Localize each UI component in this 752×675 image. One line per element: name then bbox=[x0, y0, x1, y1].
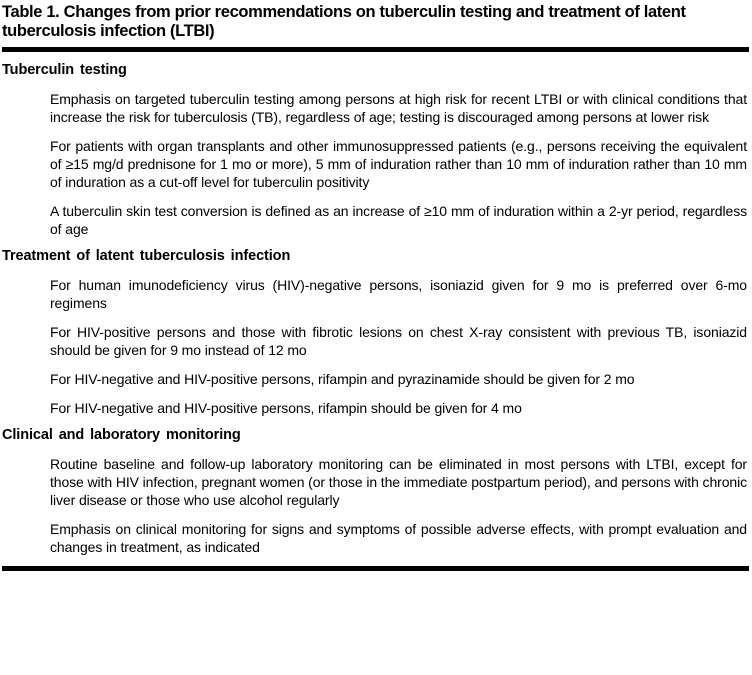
bottom-rule bbox=[2, 566, 749, 571]
table-entry: Emphasis on targeted tuberculin testing … bbox=[50, 91, 747, 125]
table-entry: For patients with organ transplants and … bbox=[50, 138, 747, 190]
table-title: Table 1. Changes from prior recommendati… bbox=[2, 3, 686, 40]
table-entry: For HIV-positive persons and those with … bbox=[50, 324, 747, 358]
table-body: Tuberculin testing Emphasis on targeted t… bbox=[2, 61, 749, 556]
table-entry: A tuberculin skin test conversion is def… bbox=[50, 203, 747, 237]
table-entry: Routine baseline and follow-up laborator… bbox=[50, 456, 747, 508]
table-entry: For HIV-negative and HIV-positive person… bbox=[50, 371, 635, 387]
top-rule bbox=[2, 47, 749, 52]
section-heading: Clinical and laboratory monitoring bbox=[2, 427, 241, 443]
table-entry: For HIV-negative and HIV-positive person… bbox=[50, 400, 522, 416]
section-heading: Treatment of latent tuberculosis infecti… bbox=[2, 248, 291, 264]
table-entry: For human imunodeficiency virus (HIV)-ne… bbox=[50, 277, 747, 311]
table-entry: Emphasis on clinical monitoring for sign… bbox=[50, 521, 747, 555]
section-heading: Tuberculin testing bbox=[2, 62, 127, 78]
